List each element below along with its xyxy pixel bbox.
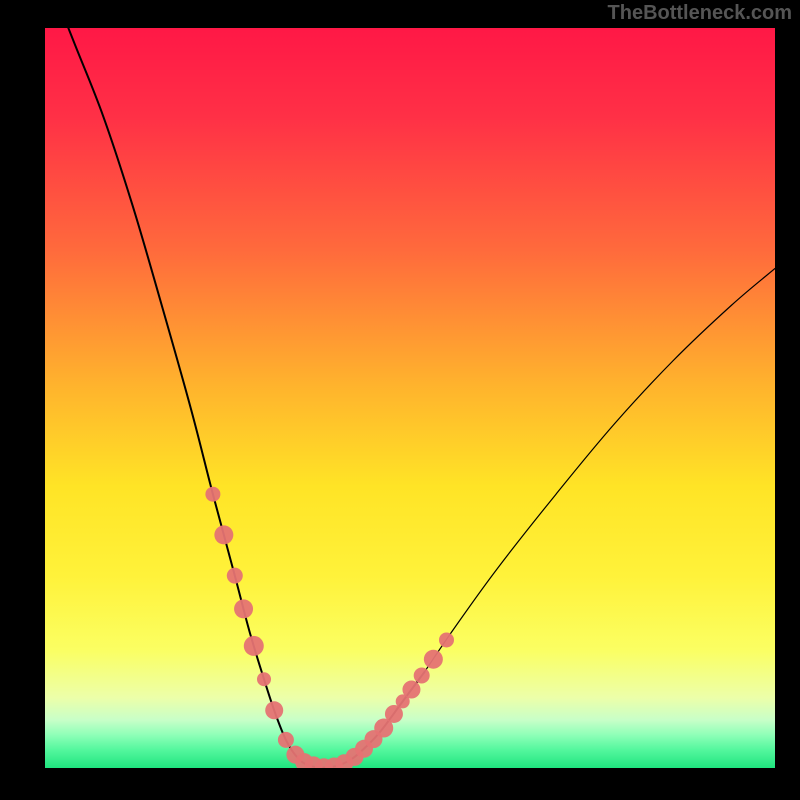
chart-frame: TheBottleneck.com: [0, 0, 800, 800]
watermark-text: TheBottleneck.com: [608, 2, 792, 25]
chart-svg: [45, 28, 775, 768]
plot-area: [45, 28, 775, 768]
marker-point: [424, 650, 443, 669]
marker-point: [278, 732, 294, 748]
marker-point: [234, 599, 253, 618]
marker-point: [205, 487, 220, 502]
marker-point: [439, 632, 454, 647]
marker-point: [402, 681, 420, 699]
gradient-background: [45, 28, 775, 768]
marker-point: [257, 672, 271, 686]
marker-point: [414, 668, 430, 684]
marker-point: [214, 525, 233, 544]
marker-point: [244, 636, 264, 656]
marker-point: [265, 701, 283, 719]
marker-point: [227, 568, 243, 584]
